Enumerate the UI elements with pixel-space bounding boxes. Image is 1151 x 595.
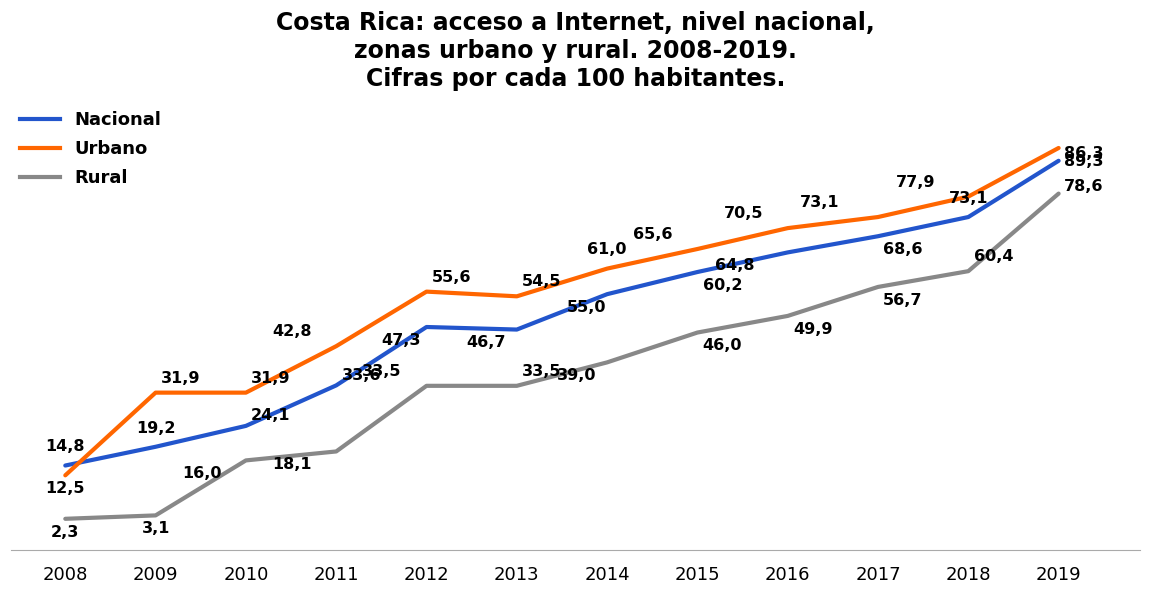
Text: 70,5: 70,5 xyxy=(724,206,763,221)
Text: 54,5: 54,5 xyxy=(523,274,562,289)
Text: 33,6: 33,6 xyxy=(342,368,381,383)
Text: 86,3: 86,3 xyxy=(1064,146,1104,161)
Text: 24,1: 24,1 xyxy=(251,408,291,423)
Text: 73,1: 73,1 xyxy=(948,191,988,206)
Text: 78,6: 78,6 xyxy=(1064,178,1104,193)
Text: 31,9: 31,9 xyxy=(251,371,291,386)
Text: 46,7: 46,7 xyxy=(466,336,506,350)
Text: 77,9: 77,9 xyxy=(895,174,936,190)
Text: 55,6: 55,6 xyxy=(432,270,471,284)
Text: 33,5: 33,5 xyxy=(523,364,562,379)
Text: 60,2: 60,2 xyxy=(702,278,742,293)
Text: 31,9: 31,9 xyxy=(161,371,200,386)
Text: 33,5: 33,5 xyxy=(363,364,402,379)
Text: 73,1: 73,1 xyxy=(800,195,839,210)
Text: 39,0: 39,0 xyxy=(557,368,596,383)
Text: 55,0: 55,0 xyxy=(566,300,607,315)
Text: 19,2: 19,2 xyxy=(136,421,175,436)
Text: 46,0: 46,0 xyxy=(702,339,742,353)
Text: 60,4: 60,4 xyxy=(974,249,1013,264)
Text: 65,6: 65,6 xyxy=(633,227,672,242)
Text: 42,8: 42,8 xyxy=(272,324,312,339)
Text: 64,8: 64,8 xyxy=(715,258,755,273)
Text: 56,7: 56,7 xyxy=(883,293,923,308)
Text: 16,0: 16,0 xyxy=(182,466,221,481)
Legend: Nacional, Urbano, Rural: Nacional, Urbano, Rural xyxy=(20,111,161,187)
Text: 12,5: 12,5 xyxy=(46,481,85,496)
Text: 18,1: 18,1 xyxy=(272,458,312,472)
Text: 49,9: 49,9 xyxy=(793,322,832,337)
Text: 89,3: 89,3 xyxy=(1064,154,1104,169)
Title: Costa Rica: acceso a Internet, nivel nacional,
zonas urbano y rural. 2008-2019.
: Costa Rica: acceso a Internet, nivel nac… xyxy=(276,11,875,90)
Text: 14,8: 14,8 xyxy=(46,440,85,455)
Text: 2,3: 2,3 xyxy=(51,525,79,540)
Text: 3,1: 3,1 xyxy=(142,521,170,536)
Text: 61,0: 61,0 xyxy=(587,243,627,258)
Text: 47,3: 47,3 xyxy=(382,333,421,348)
Text: 68,6: 68,6 xyxy=(883,242,923,257)
